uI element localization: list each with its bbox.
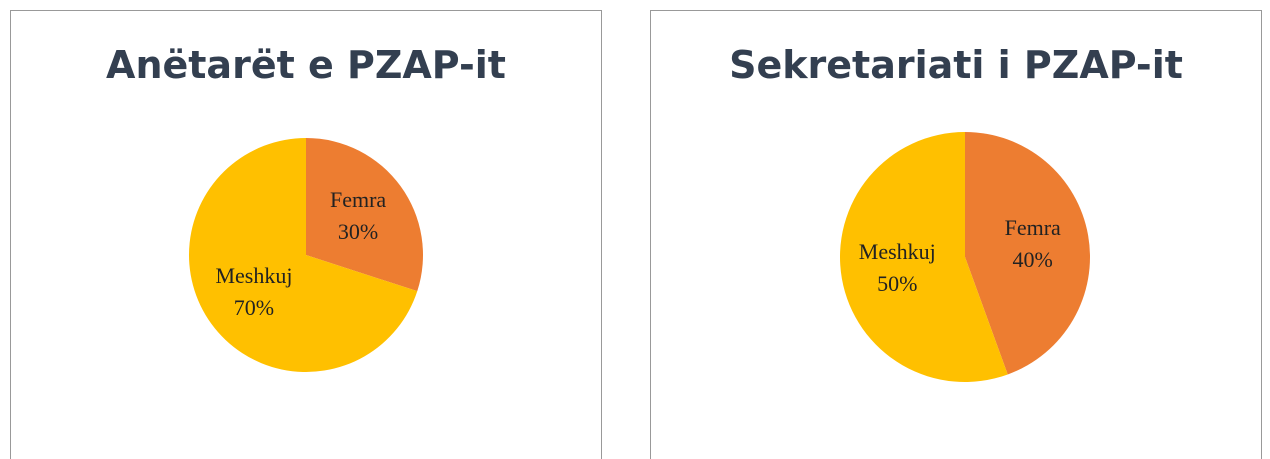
pie-slice [189,138,418,372]
slice-label: Meshkuj [215,263,292,288]
pie-slice [840,132,1008,383]
pie-slice [965,132,1091,375]
chart-title: Anëtarët e PZAP-it [106,43,506,87]
slice-label: Meshkuj [859,239,936,264]
slice-value-label: 40% [1013,247,1053,272]
chart-title: Sekretariati i PZAP-it [729,43,1183,87]
pie-slice [306,138,424,292]
slice-value-label: 50% [877,271,917,296]
slice-label: Femra [1005,215,1061,240]
slice-label: Femra [330,187,386,212]
slice-value-label: 30% [338,219,378,244]
slice-value-label: 70% [234,295,274,320]
